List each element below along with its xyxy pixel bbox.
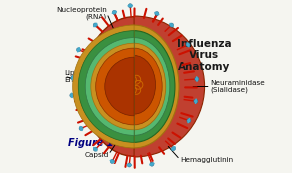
Wedge shape <box>73 25 134 148</box>
Circle shape <box>110 159 114 163</box>
Circle shape <box>70 93 74 97</box>
Circle shape <box>155 11 159 16</box>
Circle shape <box>171 147 175 151</box>
Circle shape <box>128 4 132 8</box>
Text: Neuraminidase
(Sialidase): Neuraminidase (Sialidase) <box>211 80 265 93</box>
Text: Capsid: Capsid <box>84 152 109 158</box>
Wedge shape <box>78 31 134 142</box>
Circle shape <box>187 119 191 123</box>
Wedge shape <box>105 57 134 116</box>
Wedge shape <box>81 33 139 140</box>
Ellipse shape <box>106 48 162 125</box>
Ellipse shape <box>89 25 179 148</box>
Circle shape <box>79 126 83 130</box>
Text: Figure 1: Figure 1 <box>68 138 113 148</box>
Circle shape <box>186 43 190 47</box>
Ellipse shape <box>98 38 170 135</box>
Wedge shape <box>96 48 134 125</box>
Text: Hemagglutinin: Hemagglutinin <box>180 157 233 163</box>
Circle shape <box>127 163 131 167</box>
Text: Influenza
Virus
Anatomy: Influenza Virus Anatomy <box>177 39 231 72</box>
Ellipse shape <box>113 56 156 114</box>
Wedge shape <box>134 16 205 157</box>
Circle shape <box>77 48 81 52</box>
Text: Lipid
Envelope: Lipid Envelope <box>64 70 98 83</box>
Ellipse shape <box>93 31 175 142</box>
Circle shape <box>93 23 97 27</box>
Circle shape <box>93 147 97 151</box>
Circle shape <box>112 10 116 14</box>
Text: Nucleoprotein
(RNA): Nucleoprotein (RNA) <box>56 7 107 20</box>
Circle shape <box>71 76 75 80</box>
Ellipse shape <box>83 17 185 156</box>
Wedge shape <box>91 43 134 130</box>
Wedge shape <box>85 38 134 135</box>
Circle shape <box>194 99 198 103</box>
Circle shape <box>195 77 199 81</box>
Circle shape <box>150 162 154 166</box>
Circle shape <box>170 23 174 27</box>
Ellipse shape <box>102 43 166 130</box>
